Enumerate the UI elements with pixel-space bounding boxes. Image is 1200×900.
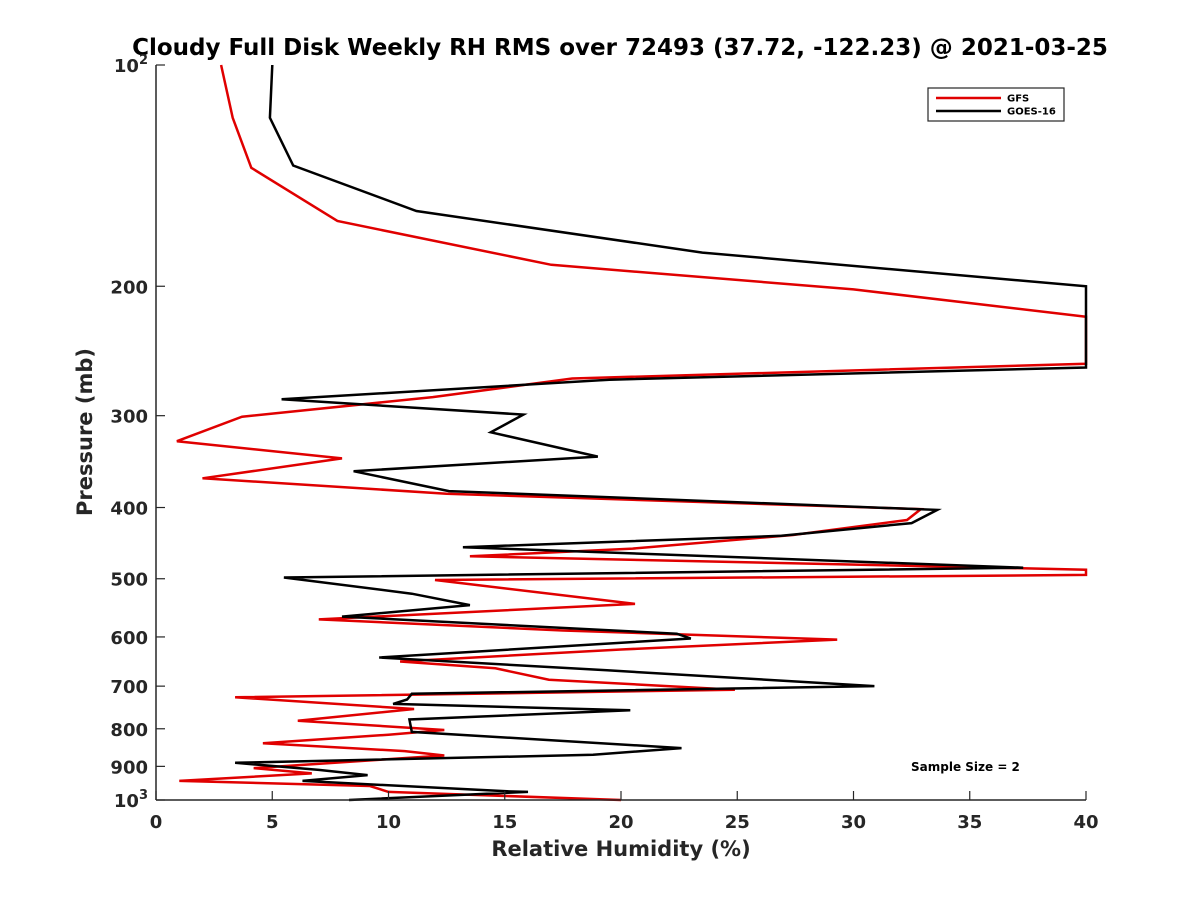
y-ticks: 102 200 300 400 500 600 700 800 900 103	[110, 53, 165, 812]
y-tick-label: 200	[110, 277, 148, 298]
x-tick-label: 40	[1073, 812, 1098, 833]
legend-box	[927, 87, 1065, 122]
x-ticks: 0 5 10 15 20 25 30 35 40	[150, 791, 1099, 833]
x-tick-label: 30	[841, 812, 866, 833]
y-tick-label: 600	[110, 628, 148, 649]
series-line-goes16	[234, 64, 1088, 802]
y-axis-label: Pressure (mb)	[73, 348, 97, 516]
y-tick-label: 900	[110, 757, 148, 778]
chart-title: Cloudy Full Disk Weekly RH RMS over 7249…	[132, 35, 1108, 61]
x-tick-label: 15	[492, 812, 517, 833]
x-tick-label: 10	[376, 812, 401, 833]
x-tick-label: 5	[266, 812, 279, 833]
y-tick-label: 400	[110, 499, 148, 520]
x-tick-label: 20	[608, 812, 633, 833]
series-line-gfs	[176, 64, 1088, 802]
y-tick-label: 500	[110, 570, 148, 591]
y-tick-label: 800	[110, 720, 148, 741]
x-axis-label: Relative Humidity (%)	[491, 837, 750, 861]
x-tick-label: 25	[725, 812, 750, 833]
x-tick-label: 0	[150, 812, 163, 833]
y-tick-label: 102	[114, 53, 148, 77]
series-layer	[176, 64, 1088, 802]
legend: GFS GOES-16	[927, 87, 1065, 122]
x-tick-label: 35	[957, 812, 982, 833]
y-tick-label: 103	[114, 788, 148, 812]
y-tick-label: 300	[110, 407, 148, 428]
legend-gfs-label: GFS	[1007, 94, 1029, 105]
y-tick-label: 700	[110, 677, 148, 698]
legend-goes16-label: GOES-16	[1007, 107, 1056, 118]
sample-size-annotation: Sample Size = 2	[911, 760, 1020, 774]
plot-area: 0 5 10 15 20 25 30 35 40 102 200 300 400 500 600 700 80…	[110, 53, 1098, 833]
